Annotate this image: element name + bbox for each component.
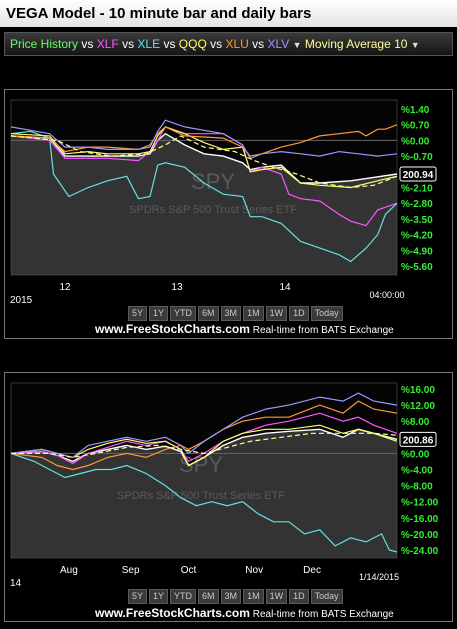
chevron-down-icon[interactable]: ▼ bbox=[292, 40, 302, 50]
y-tick-label: %-0.70 bbox=[401, 152, 433, 163]
legend-qqq[interactable]: QQQ bbox=[178, 37, 207, 51]
legend-xlf[interactable]: XLF bbox=[96, 37, 119, 51]
series-line-ma[interactable] bbox=[10, 135, 398, 189]
legend-vs: vs bbox=[210, 37, 223, 51]
y-tick-label: %-4.20 bbox=[401, 231, 433, 242]
legend-moving-average[interactable]: Moving Average 10 bbox=[304, 37, 408, 51]
range-1m-button[interactable]: 1M bbox=[243, 589, 264, 604]
corner-year-label: 14 bbox=[10, 578, 22, 589]
series-line-xle[interactable] bbox=[10, 130, 398, 263]
range-today-button[interactable]: Today bbox=[310, 589, 343, 604]
series-line-xlu[interactable] bbox=[10, 400, 398, 471]
range-buttons[interactable]: 5Y 1Y YTD 6M 3M 1M 1W 1D Today bbox=[128, 306, 343, 321]
y-tick-label: %-24.00 bbox=[401, 546, 439, 557]
range-1d-button[interactable]: 1D bbox=[289, 589, 309, 604]
watermark-name: SPDRs S&P 500 Trust Series ETF bbox=[129, 204, 297, 216]
range-1y-button[interactable]: 1Y bbox=[149, 306, 169, 321]
y-tick-label: %-5.60 bbox=[401, 262, 433, 273]
legend-vs: vs bbox=[163, 37, 176, 51]
legend-vs: vs bbox=[122, 37, 135, 51]
range-today-button[interactable]: Today bbox=[310, 306, 343, 321]
legend-xlu[interactable]: XLU bbox=[225, 37, 249, 51]
range-1w-button[interactable]: 1W bbox=[265, 589, 288, 604]
daily-chart-panel[interactable]: SPY SPDRs S&P 500 Trust Series ETF 14 1/… bbox=[4, 372, 453, 622]
range-buttons[interactable]: 5Y 1Y YTD 6M 3M 1M 1W 1D Today bbox=[128, 589, 343, 604]
y-tick-label: %8.00 bbox=[401, 417, 430, 428]
series-line-xlv[interactable] bbox=[10, 392, 398, 459]
x-tick-label: 12 bbox=[59, 282, 71, 293]
range-ytd-button[interactable]: YTD bbox=[170, 306, 197, 321]
series-legend-bar[interactable]: Price History vs XLF vs XLE vs QQQ vs XL… bbox=[4, 32, 453, 56]
y-tick-label: %-4.90 bbox=[401, 246, 433, 257]
legend-xle[interactable]: XLE bbox=[137, 37, 161, 51]
daily-chart[interactable]: SPY SPDRs S&P 500 Trust Series ETF 14 1/… bbox=[5, 373, 452, 621]
series-line-xlu[interactable] bbox=[10, 124, 398, 157]
intraday-chart[interactable]: SPY SPDRs S&P 500 Trust Series ETF 2015 … bbox=[5, 90, 452, 338]
range-1d-button[interactable]: 1D bbox=[289, 306, 309, 321]
y-tick-label: %0.70 bbox=[401, 121, 430, 132]
date-label: 1/14/2015 bbox=[359, 572, 399, 582]
corner-year-label: 2015 bbox=[10, 295, 33, 306]
watermark-name: SPDRs S&P 500 Trust Series ETF bbox=[117, 490, 285, 502]
y-tick-label: %1.40 bbox=[401, 105, 430, 116]
watermark-symbol: SPY bbox=[179, 452, 223, 477]
legend-vs: vs bbox=[252, 37, 265, 51]
range-ytd-button[interactable]: YTD bbox=[170, 589, 197, 604]
credit-line: www.FreeStockCharts.com Real-time from B… bbox=[95, 322, 394, 336]
legend-price-history[interactable]: Price History bbox=[10, 37, 79, 51]
series-line-xlv[interactable] bbox=[10, 119, 398, 160]
x-tick-label: Oct bbox=[181, 565, 197, 576]
last-price-label: 200.86 bbox=[403, 435, 434, 446]
x-tick-label: Dec bbox=[303, 565, 321, 576]
chevron-down-icon[interactable]: ▼ bbox=[410, 40, 420, 50]
last-price-label: 200.94 bbox=[403, 170, 434, 181]
y-tick-label: %-4.00 bbox=[401, 465, 433, 476]
time-label: 04:00:00 bbox=[369, 290, 404, 300]
credit-line: www.FreeStockCharts.com Real-time from B… bbox=[95, 606, 394, 620]
site-link[interactable]: www.FreeStockCharts.com bbox=[95, 606, 250, 620]
page-title: VEGA Model - 10 minute bar and daily bar… bbox=[0, 0, 457, 27]
series-line-qqq[interactable] bbox=[10, 424, 398, 467]
legend-xlv[interactable]: XLV bbox=[267, 37, 290, 51]
legend-vs: vs bbox=[81, 37, 94, 51]
y-tick-label: %12.00 bbox=[401, 401, 435, 412]
spy-price-area bbox=[11, 133, 397, 275]
range-1w-button[interactable]: 1W bbox=[265, 306, 288, 321]
series-line-xle[interactable] bbox=[10, 452, 398, 553]
y-tick-label: %-2.10 bbox=[401, 184, 433, 195]
data-source-note: Real-time from BATS Exchange bbox=[252, 325, 394, 336]
y-tick-label: %16.00 bbox=[401, 385, 435, 396]
x-tick-label: Sep bbox=[122, 565, 140, 576]
y-tick-label: %0.00 bbox=[401, 449, 430, 460]
range-6m-button[interactable]: 6M bbox=[198, 589, 219, 604]
intraday-chart-panel[interactable]: SPY SPDRs S&P 500 Trust Series ETF 2015 … bbox=[4, 89, 453, 339]
y-tick-label: %0.00 bbox=[401, 136, 430, 147]
series-line-qqq[interactable] bbox=[10, 126, 398, 189]
range-3m-button[interactable]: 3M bbox=[220, 589, 242, 604]
range-5y-button[interactable]: 5Y bbox=[128, 306, 148, 321]
range-6m-button[interactable]: 6M bbox=[198, 306, 219, 321]
range-1y-button[interactable]: 1Y bbox=[149, 589, 169, 604]
data-source-note: Real-time from BATS Exchange bbox=[252, 609, 394, 620]
last-price-box bbox=[399, 431, 437, 447]
site-link[interactable]: www.FreeStockCharts.com bbox=[95, 322, 250, 336]
x-tick-label: Nov bbox=[245, 565, 263, 576]
spy-price-area bbox=[11, 429, 397, 558]
x-tick-label: 13 bbox=[171, 282, 183, 293]
y-tick-label: %-2.80 bbox=[401, 199, 433, 210]
range-3m-button[interactable]: 3M bbox=[220, 306, 242, 321]
series-line-xlf[interactable] bbox=[10, 412, 398, 465]
x-tick-label: Aug bbox=[60, 565, 78, 576]
range-1m-button[interactable]: 1M bbox=[243, 306, 264, 321]
y-tick-label: %-12.00 bbox=[401, 498, 439, 509]
series-line-ma[interactable] bbox=[11, 432, 398, 459]
y-tick-label: %-3.50 bbox=[401, 215, 433, 226]
last-price-box bbox=[399, 166, 437, 182]
watermark-symbol: SPY bbox=[191, 169, 235, 194]
range-5y-button[interactable]: 5Y bbox=[128, 589, 148, 604]
y-tick-label: %-20.00 bbox=[401, 530, 439, 541]
y-tick-label: %-8.00 bbox=[401, 482, 433, 493]
x-tick-label: 14 bbox=[279, 282, 291, 293]
y-tick-label: %-16.00 bbox=[401, 514, 439, 525]
